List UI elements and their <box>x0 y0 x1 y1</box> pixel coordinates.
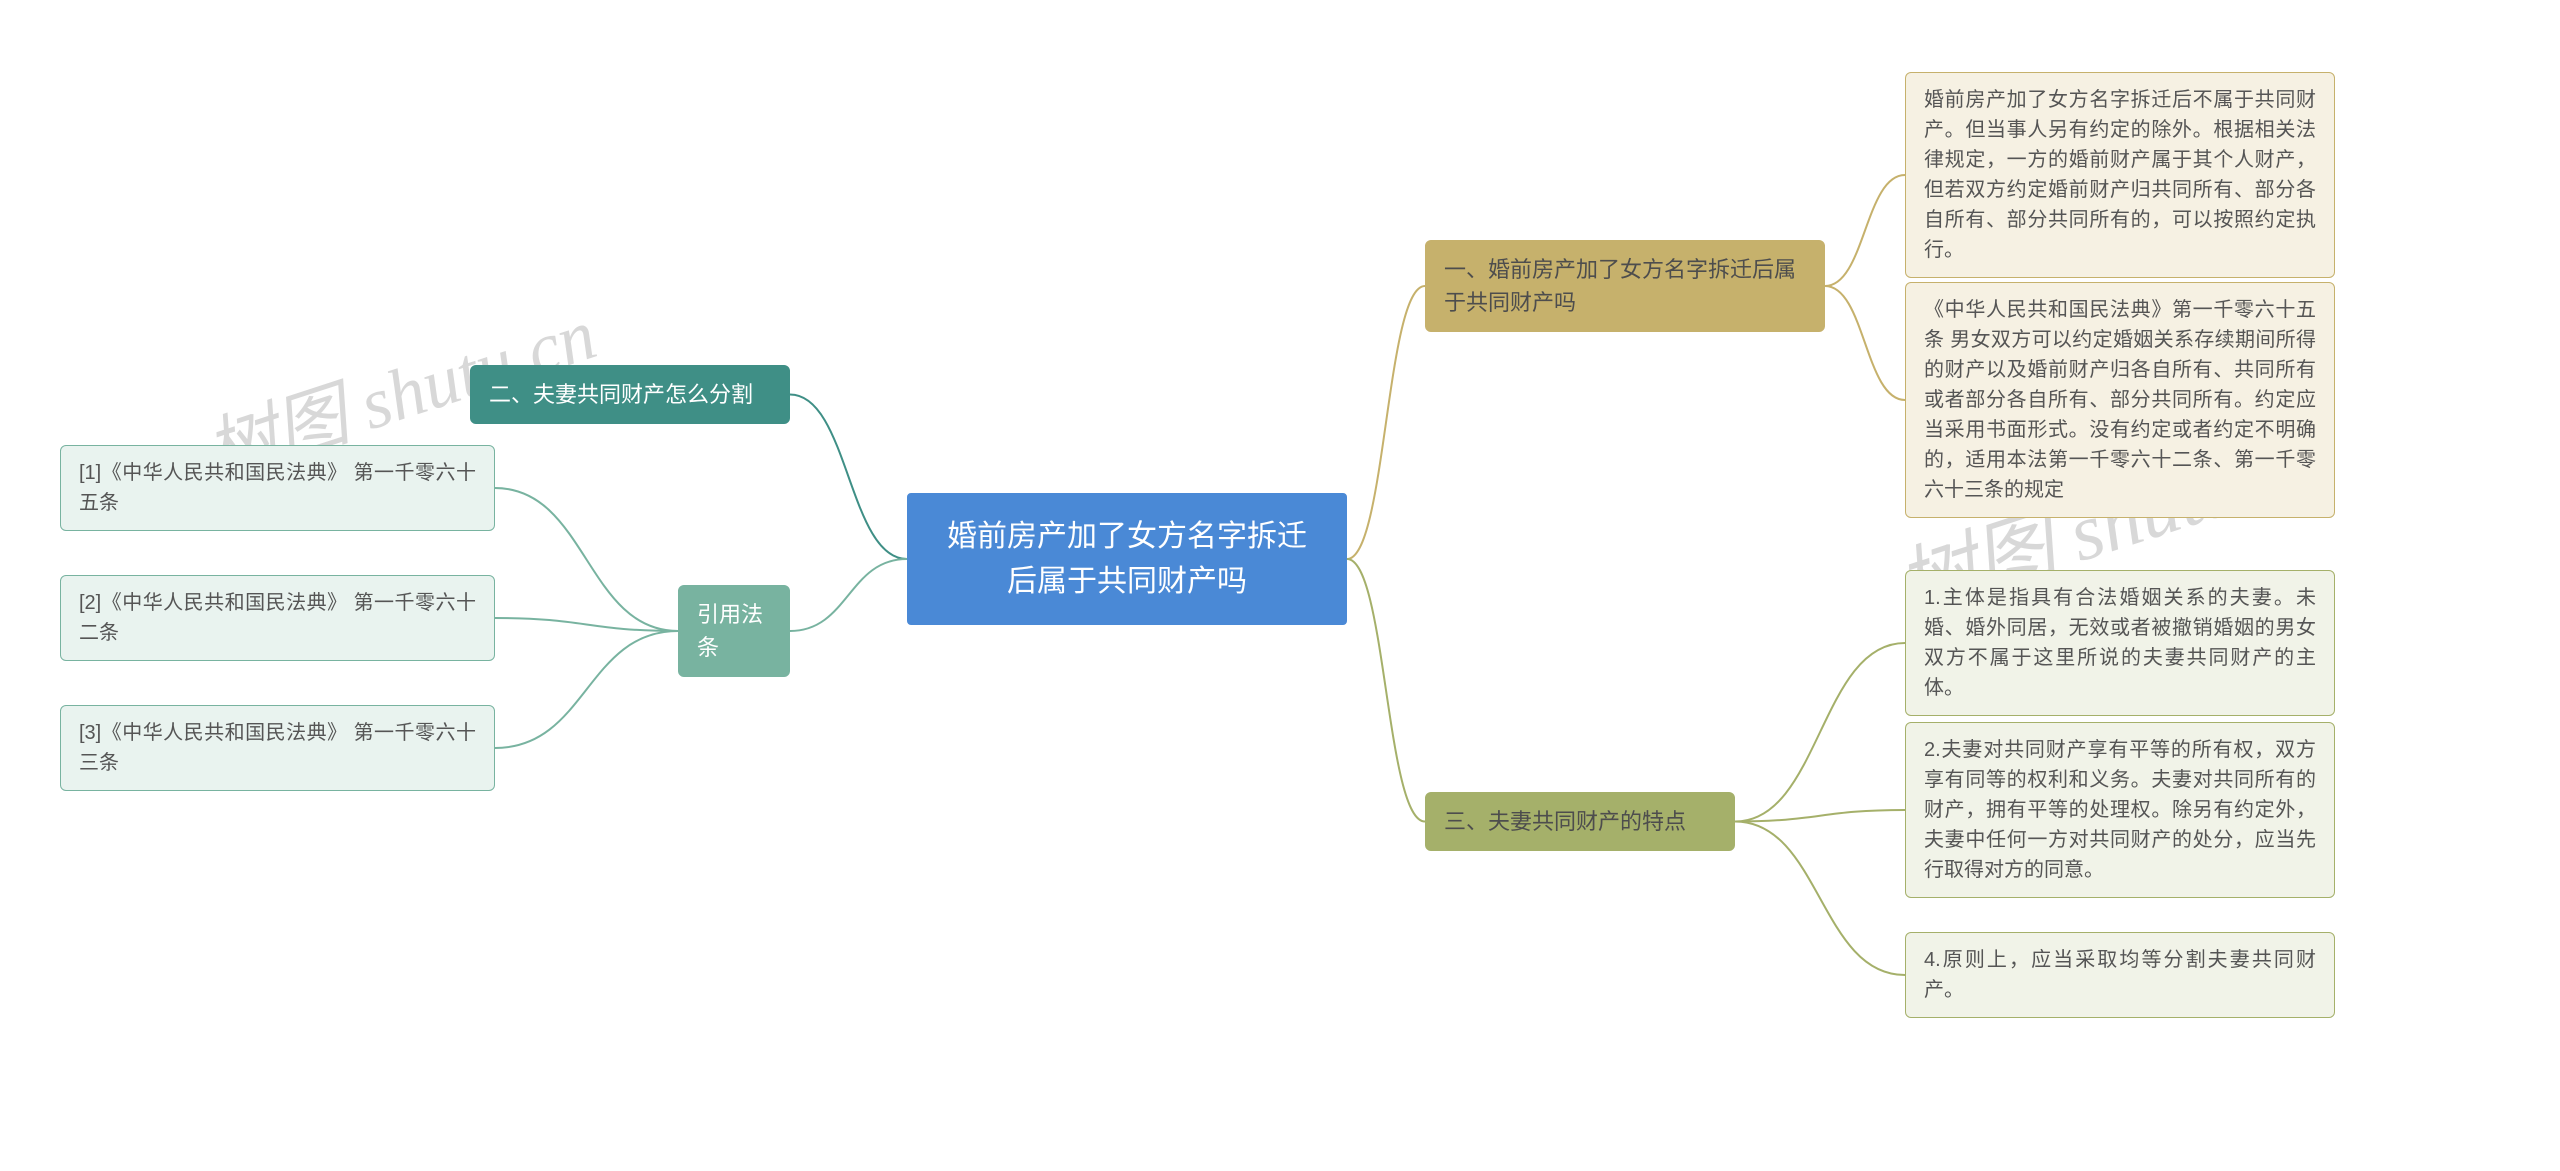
branch-ref-child-1[interactable]: [2]《中华人民共和国民法典》 第一千零六十二条 <box>60 575 495 661</box>
branch-3-child-2[interactable]: 4.原则上，应当采取均等分割夫妻共同财产。 <box>1905 932 2335 1018</box>
branch-3-child-1[interactable]: 2.夫妻对共同财产享有平等的所有权，双方享有同等的权利和义务。夫妻对共同所有的财… <box>1905 722 2335 898</box>
branch-3-child-0[interactable]: 1.主体是指具有合法婚姻关系的夫妻。未婚、婚外同居，无效或者被撤销婚姻的男女双方… <box>1905 570 2335 716</box>
branch-2[interactable]: 二、夫妻共同财产怎么分割 <box>470 365 790 424</box>
branch-1[interactable]: 一、婚前房产加了女方名字拆迁后属于共同财产吗 <box>1425 240 1825 332</box>
branch-ref[interactable]: 引用法条 <box>678 585 790 677</box>
branch-ref-child-2[interactable]: [3]《中华人民共和国民法典》 第一千零六十三条 <box>60 705 495 791</box>
branch-ref-child-0[interactable]: [1]《中华人民共和国民法典》 第一千零六十五条 <box>60 445 495 531</box>
branch-3[interactable]: 三、夫妻共同财产的特点 <box>1425 792 1735 851</box>
root-node[interactable]: 婚前房产加了女方名字拆迁后属于共同财产吗 <box>907 493 1347 625</box>
branch-1-child-0[interactable]: 婚前房产加了女方名字拆迁后不属于共同财产。但当事人另有约定的除外。根据相关法律规… <box>1905 72 2335 278</box>
branch-1-child-1[interactable]: 《中华人民共和国民法典》第一千零六十五条 男女双方可以约定婚姻关系存续期间所得的… <box>1905 282 2335 518</box>
